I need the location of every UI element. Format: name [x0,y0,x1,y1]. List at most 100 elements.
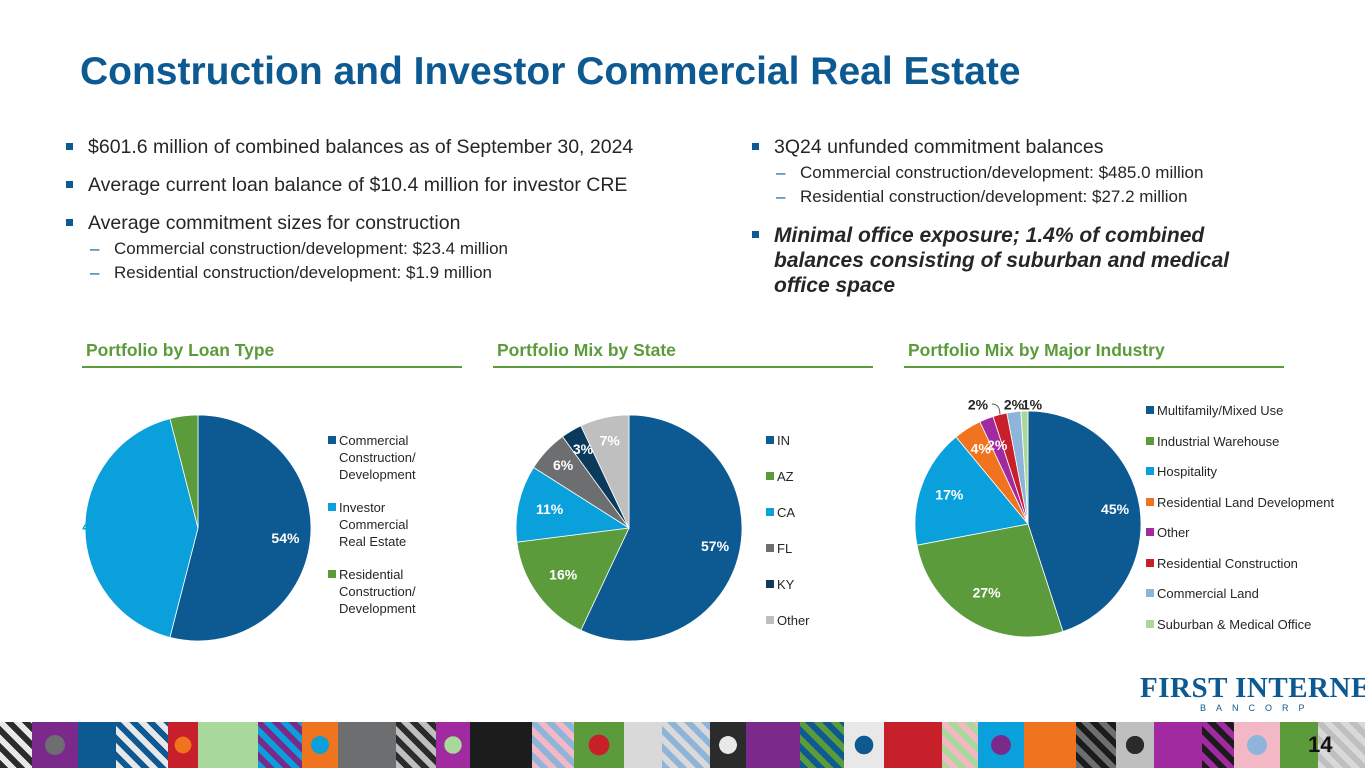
footer-strip-tile [624,722,662,768]
data-label-multifamily-mixed-use: 45% [1101,501,1130,517]
bullet-average-commitment-text: Average commitment sizes for constructio… [88,212,461,234]
legend-label: IN [777,433,790,448]
company-logo: FIRST INTERNET BANCORP [1140,672,1365,716]
legend-label: Commercial Land [1157,586,1259,601]
pie-slice-suburban-medical-office [1020,410,1029,525]
data-label-residential-construction-development: 4% [177,435,198,451]
pie-chart-state: 57% 16% 11% 6%3% 7% [515,414,743,642]
logo-wordmark: FIRST INTERNET [1140,672,1365,704]
logo-subtitle: BANCORP [1200,703,1315,713]
legend-label: Hospitality [1157,464,1217,479]
sub-bullet-residential: Residential construction/development: $1… [88,261,742,285]
page-number: 14 [1308,732,1333,757]
bullet-combined-balances: $601.6 million of combined balances as o… [62,135,742,159]
footer-strip-tile [746,722,800,768]
data-label-ca: 11% [536,501,564,517]
pie-slice-in [580,414,743,642]
bullet-average-commitment: Average commitment sizes for constructio… [62,211,742,285]
pie-slice-commercial-construction-development [169,414,312,642]
legend-label: CA [777,505,796,520]
legend-loan-type: Commercial Construction/ Development Inve… [328,432,448,632]
legend-industry: Multifamily/Mixed Use Industrial Warehous… [1146,402,1356,642]
legend-swatch [1146,497,1154,506]
pie-slice-industrial-warehouse [916,523,1064,638]
pie-slice-az [516,527,630,631]
data-label-other: 7% [600,433,621,449]
footer-strip-tile [1234,722,1280,768]
legend-swatch [766,544,774,552]
data-label-investor-commercial-real-estate: 42% [82,519,111,535]
footer-strip-tile [338,722,396,768]
leader-line-residential-construction [991,403,1001,415]
footer-strip-tile [0,722,32,768]
data-label-suburban-medical-office: 1% [1022,397,1043,413]
footer-strip-tile [1076,722,1116,768]
legend-swatch [328,503,336,511]
footer-strip-tile [1318,722,1365,768]
legend-swatch [1146,528,1154,536]
legend-swatch [766,508,774,516]
footer-strip-tile [710,722,746,768]
footer-strip-tile [78,722,116,768]
footer-strip-tile [532,722,574,768]
data-label-az: 16% [549,567,578,583]
data-label-fl: 6% [553,457,574,473]
section-title-loan-type: Portfolio by Loan Type [86,340,275,360]
pie-chart-industry: 45%27%17%4%2%2% 2%1% [914,397,1142,638]
legend-swatch [1146,467,1154,475]
footer-strip-tile [1116,722,1154,768]
legend-label: FL [777,541,793,556]
legend-label: AZ [777,469,794,484]
footer-strip-tile [884,722,942,768]
legend-label: Suburban & Medical Office [1157,616,1312,632]
data-label-hospitality: 17% [935,486,964,502]
legend-swatch [766,616,774,624]
footer-strip-tile [116,722,168,768]
pie-slice-investor-commercial-real-estate [84,418,199,638]
legend-label: Commercial Construction/ Development [339,433,416,482]
footer-strip-tile [942,722,978,768]
bullet-office-exposure: Minimal office exposure; 1.4% of combine… [748,223,1284,298]
footer-strip-tile [1154,722,1202,768]
legend-swatch [1146,558,1154,567]
bullet-unfunded-commitments: 3Q24 unfunded commitment balances Commer… [748,135,1308,209]
footer-strip-tile [32,722,78,768]
legend-swatch [1146,589,1154,597]
data-label-commercial-construction-development: 54% [271,530,300,546]
footer-strip-tile [978,722,1024,768]
footer-strip-tile [1280,722,1318,768]
legend-swatch [328,570,336,578]
legend-label: Other [1157,525,1190,540]
legend-label: Residential Construction [1157,555,1298,571]
legend-swatch [1146,436,1154,445]
footer-strip-tile [844,722,884,768]
footer-strip-tile [1202,722,1234,768]
section-title-industry: Portfolio Mix by Major Industry [908,340,1165,360]
footer-strip-tile [302,722,338,768]
pie-slice-ca [515,466,631,543]
legend-swatch [766,580,774,588]
pie-chart-loan-type: 54% 42% 4% [82,414,312,642]
footer-strip-tile [396,722,436,768]
data-label-in: 57% [701,538,730,554]
page-title: Construction and Investor Commercial Rea… [80,50,1021,93]
legend-label: Residential Construction/ Development [339,567,416,616]
legend-swatch [1146,406,1154,414]
section-divider-industry [904,366,1284,368]
legend-label: Investor Commercial Real Estate [339,500,409,549]
data-label-residential-construction: 2% [968,397,989,413]
footer-strip-tile [662,722,710,768]
sub-bullet-unfunded-commercial: Commercial construction/development: $48… [774,161,1308,185]
legend-label: Other [777,613,810,628]
footer-strip-tile [1024,722,1076,768]
pie-slice-other [580,414,630,529]
legend-swatch [766,472,774,480]
footer-strip-tile [436,722,470,768]
legend-swatch [766,436,774,444]
footer-strip-tile [168,722,198,768]
pie-slice-residential-construction-development [169,414,199,529]
footer-strip-tile [574,722,624,768]
bullet-unfunded-text: 3Q24 unfunded commitment balances [774,136,1104,158]
legend-label: Industrial Warehouse [1157,433,1280,449]
legend-swatch [328,436,336,444]
